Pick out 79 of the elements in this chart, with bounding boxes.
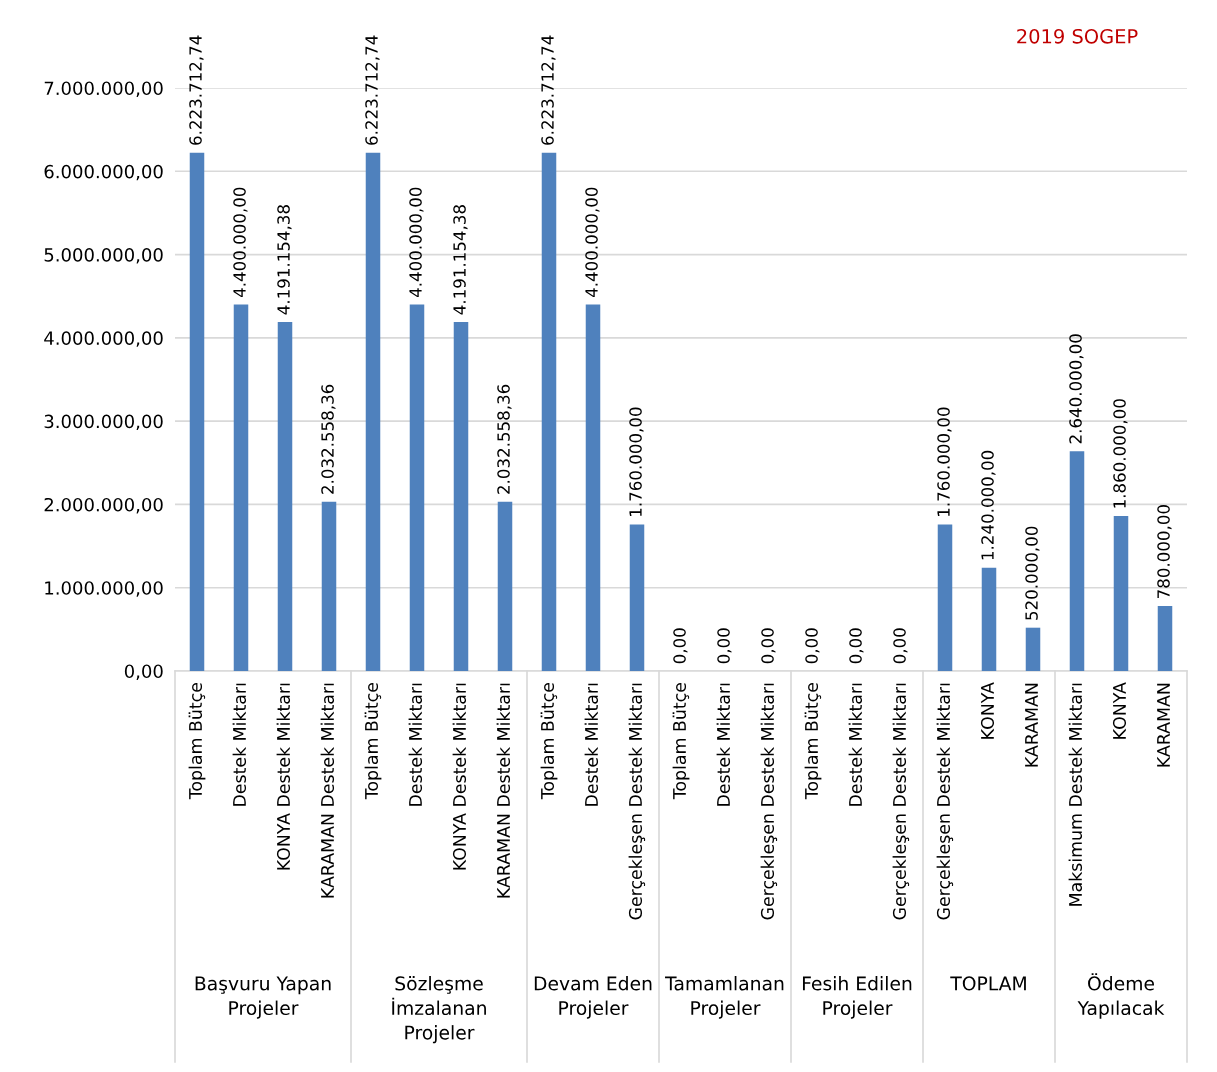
text: Devam Eden Projeler [534,976,652,1019]
x-tick-label: KONYA [980,682,995,739]
data-label: 4.400.000,00 [233,187,248,298]
data-label: 0,00 [805,628,820,664]
text: Fesih Edilen Projeler [802,976,912,1019]
bar [321,501,337,671]
y-tick-label: 7.000.000,00 [44,81,163,97]
data-label: 520.000,00 [1025,526,1040,620]
x-tick-label: Destek Miktarı [716,683,731,806]
x-tick-label: Maksimum Destek Miktarı [1068,683,1083,906]
bar [409,304,425,671]
bar [1113,516,1129,671]
text: Tamamlanan Projeler [665,976,784,1019]
x-tick-label: Destek Miktarı [408,683,423,806]
x-tick-label: Gerçekleşen Destek Miktarı [892,683,910,920]
bar [1025,627,1041,671]
data-label: 1.240.000,00 [981,450,996,560]
text: Ödeme Yapılacak [1077,973,1165,1019]
x-tick-label: Gerçekleşen Destek Miktarı [628,683,646,920]
bar [1069,451,1085,671]
data-label: 1.760.000,00 [937,407,952,516]
text: Sözleşme İmzalanan Projeler [392,976,486,1044]
bar [277,321,293,671]
x-tick-label: KONYA Destek Miktarı [452,683,467,870]
x-tick-label: Toplam Bütçe [188,683,206,800]
x-tick-label: Destek Miktarı [848,683,863,806]
x-tick-label: KARAMAN Destek Miktarı [320,683,335,898]
x-tick-label: Gerçekleşen Destek Miktarı [936,683,954,920]
data-label: 0,00 [761,628,776,664]
bar [629,524,645,671]
x-tick-label: KARAMAN [1157,683,1170,767]
bar [453,321,469,671]
text: TOPLAM [950,976,1026,991]
bar [189,152,205,671]
x-tick-label: Toplam Bütçe [364,683,382,800]
y-tick-label: 1.000.000,00 [45,581,163,597]
bar [541,152,557,671]
x-tick-label: KARAMAN Destek Miktarı [496,683,511,898]
data-label: 4.400.000,00 [409,187,424,298]
bar [497,501,513,671]
y-tick-label: 4.000.000,00 [44,331,163,347]
data-label: 6.223.712,74 [365,35,380,145]
bar [937,524,953,671]
x-tick-label: Toplam Bütçe [804,683,822,800]
data-label: 0,00 [673,628,688,664]
chart-title: 2019 SOGEP [1017,28,1138,44]
data-label: 1.760.000,00 [629,407,644,516]
y-tick-label: 2.000.000,00 [44,497,163,514]
x-tick-label: KARAMAN [1025,683,1038,767]
x-tick-label: Destek Miktarı [232,683,247,806]
bar [365,152,381,671]
x-tick-label: Destek Miktarı [584,683,599,806]
x-tick-label: Toplam Bütçe [540,683,558,800]
x-tick-label: Gerçekleşen Destek Miktarı [760,683,778,920]
data-label: 780.000,00 [1157,505,1172,599]
data-label: 0,00 [893,628,908,664]
data-label: 1.860.000,00 [1113,399,1128,508]
data-label: 2.032.558,36 [497,384,512,494]
data-label: 4.191.154,38 [453,205,468,315]
y-tick-label: 0,00 [124,664,163,680]
y-tick-label: 6.000.000,00 [44,164,163,181]
bar [981,567,997,671]
data-label: 2.032.558,36 [321,384,336,494]
bar [233,304,249,671]
x-tick-label: KONYA Destek Miktarı [276,683,291,870]
data-label: 2.640.000,00 [1069,334,1084,444]
y-tick-label: 5.000.000,00 [44,248,163,264]
data-label: 0,00 [717,628,732,664]
data-label: 6.223.712,74 [189,35,204,145]
data-label: 4.191.154,38 [277,205,292,315]
data-label: 6.223.712,74 [541,35,556,145]
bar [1157,606,1173,671]
bar [585,304,601,671]
y-tick-label: 3.000.000,00 [44,414,163,431]
x-tick-label: KONYA [1112,682,1127,739]
text: Başvuru Yapan Projeler [195,976,331,1019]
data-label: 0,00 [849,628,864,664]
x-tick-label: Toplam Bütçe [672,683,690,800]
data-label: 4.400.000,00 [585,187,600,298]
